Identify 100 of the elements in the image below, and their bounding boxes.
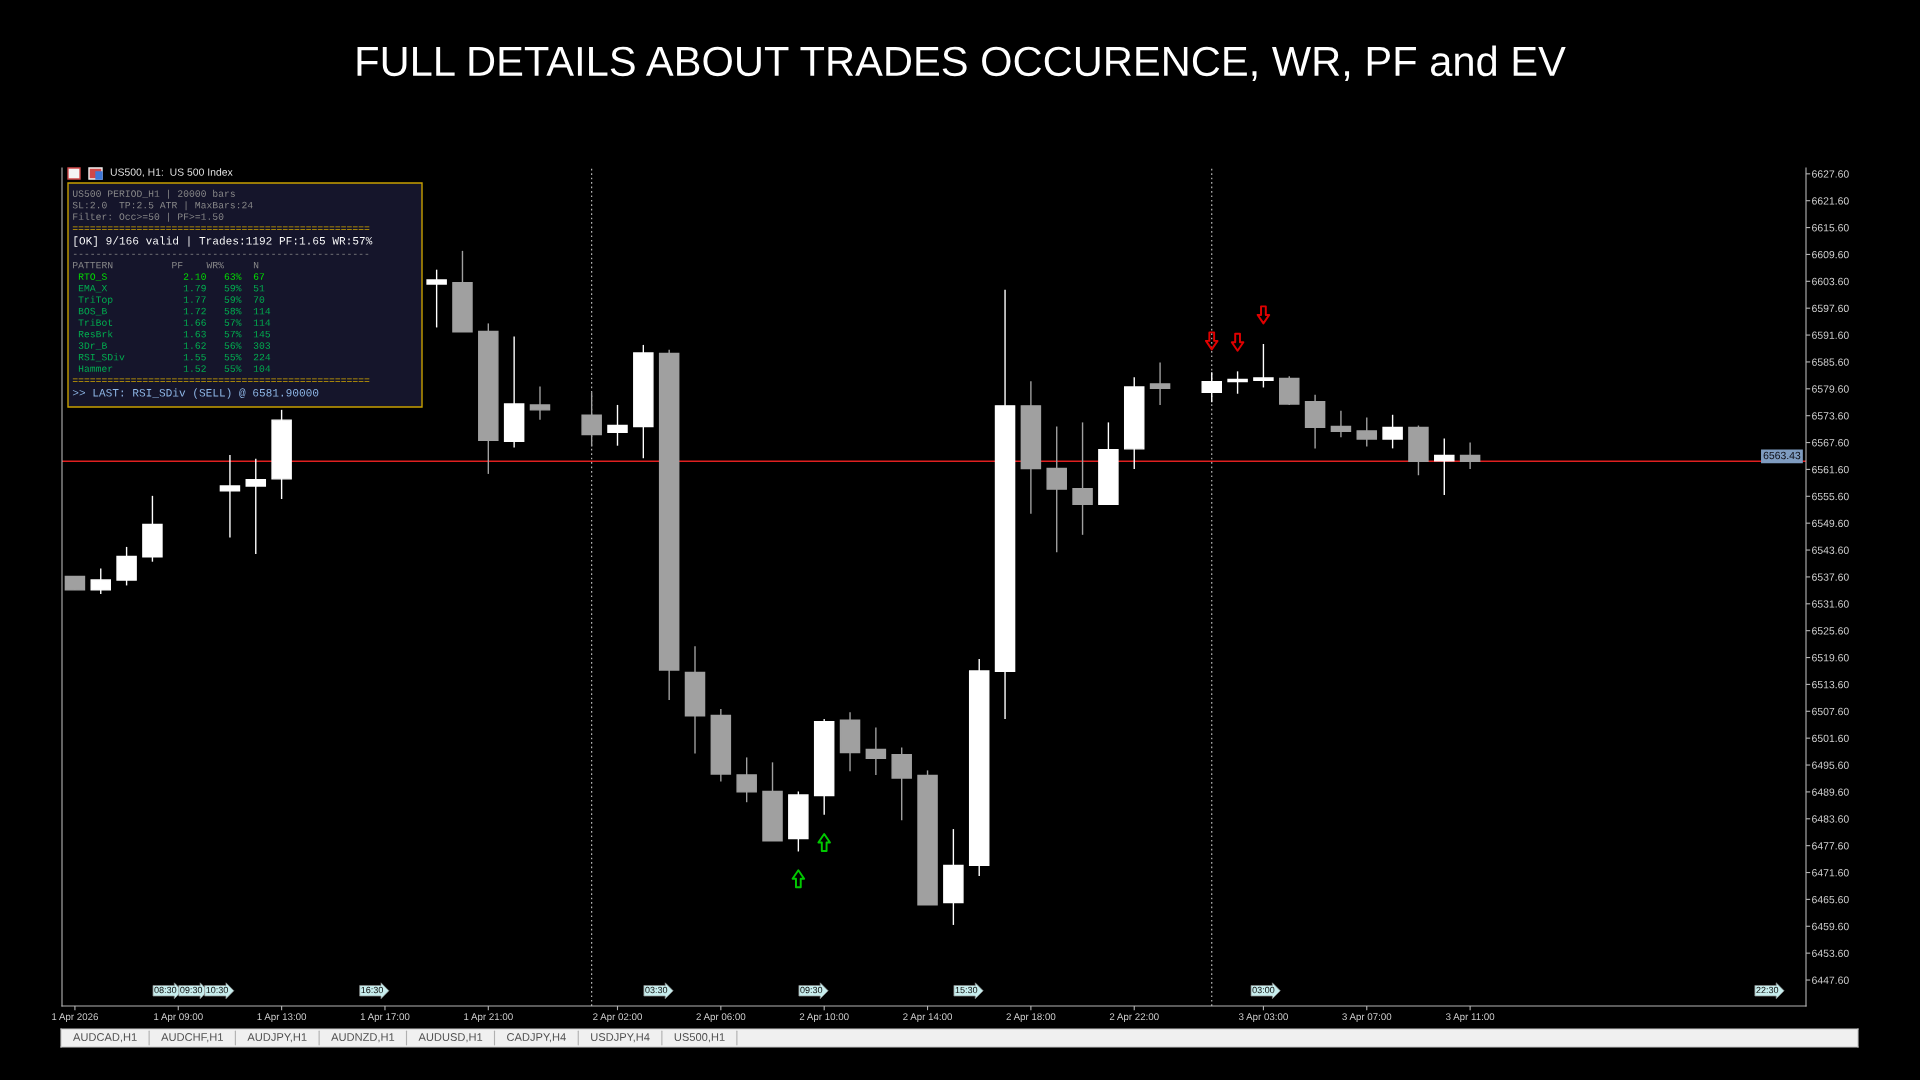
- candlestick: [736, 756, 757, 803]
- y-tick-label: 6525.60: [1812, 627, 1849, 635]
- x2-tick-label: 15:30: [955, 986, 978, 994]
- x-tick-label: 1 Apr 09:00: [154, 1013, 203, 1023]
- y-tick-label: 6597.60: [1812, 304, 1849, 313]
- y-tick-label: 6609.60: [1812, 250, 1849, 259]
- y-tick-label: 6459.60: [1812, 922, 1849, 931]
- x2-tick-label: 09:30: [180, 986, 203, 994]
- text: AUDNZD,H1: [331, 1033, 395, 1043]
- y-tick-label: 6453.60: [1812, 949, 1849, 958]
- annotation: BOS_B 1.72 58% 114: [78, 307, 271, 316]
- candlestick: [865, 726, 887, 776]
- candlestick: [1149, 361, 1171, 406]
- candlestick: [90, 567, 112, 595]
- annotation: ResBrk 1.63 57% 145: [78, 330, 271, 338]
- y-tick-label: 6603.60: [1812, 277, 1849, 286]
- x-tick-label: 1 Apr 17:00: [360, 1013, 410, 1023]
- candlestick: [219, 454, 241, 539]
- candlestick: [891, 746, 912, 821]
- y-tick-label: 6495.60: [1812, 761, 1849, 769]
- x2-tick-label: 03:00: [1252, 986, 1275, 994]
- point: [1204, 331, 1219, 351]
- y-tick-label: 6591.60: [1812, 331, 1849, 339]
- point: [817, 833, 831, 852]
- text: AUDCHF,H1: [161, 1033, 223, 1043]
- y-tick-label: 6543.60: [1812, 546, 1849, 554]
- y-tick-label: 6561.60: [1812, 465, 1849, 474]
- x-tick-label: 3 Apr 07:00: [1342, 1013, 1392, 1023]
- candlestick: [581, 391, 602, 448]
- x2-tick-label: 16:30: [361, 986, 383, 994]
- x2-tick-label: 10:30: [206, 986, 228, 994]
- x-tick-label: 3 Apr 03:00: [1238, 1013, 1288, 1023]
- x-tick-label: 2 Apr 06:00: [696, 1013, 746, 1023]
- annotation: 3Dr_B 1.62 56% 303: [78, 342, 271, 350]
- annotation: US500 PERIOD_H1 | 20000 bars: [72, 189, 235, 199]
- y-tick-label: 6513.60: [1812, 680, 1849, 689]
- x-tick-label: 2 Apr 02:00: [593, 1013, 642, 1023]
- candlestick: [529, 385, 551, 421]
- y-tick-label: 6579.60: [1812, 385, 1849, 393]
- x-tick-label: 2 Apr 22:00: [1109, 1013, 1159, 1023]
- y-tick-label: 6489.60: [1812, 788, 1849, 796]
- chart-title: FULL DETAILS ABOUT TRADES OCCURENCE, WR, PF and EV: [357, 45, 1566, 82]
- candlestick: [1330, 410, 1352, 438]
- annotation: PATTERN PF WR% N: [73, 261, 259, 269]
- x-tick-label: 3 Apr 11:00: [1445, 1013, 1495, 1023]
- y-tick-label: 6549.60: [1812, 519, 1849, 528]
- text: AUDJPY,H1: [247, 1033, 307, 1043]
- y-tick-label: 6627.60: [1812, 170, 1849, 178]
- text: CADJPY,H4: [507, 1033, 566, 1043]
- candlestick: [1382, 414, 1403, 450]
- annotation: ===================================================: [72, 226, 370, 230]
- y-tick-label: 6537.60: [1812, 573, 1849, 581]
- annotation: Hammer 1.52 55% 104: [78, 365, 271, 372]
- x-tick-label: 2 Apr 10:00: [799, 1013, 849, 1023]
- candlestick: [1434, 437, 1455, 496]
- y-tick-label: 6471.60: [1812, 869, 1849, 877]
- x2-tick-label: 03:30: [645, 986, 668, 994]
- ref-line-label: 6563.43: [1763, 451, 1801, 460]
- x-tick-label: 1 Apr 2026: [52, 1013, 99, 1023]
- text: USDJPY,H4: [591, 1033, 650, 1043]
- annotation: TriTop 1.77 59% 70: [78, 295, 265, 305]
- y-tick-label: 6477.60: [1812, 842, 1849, 850]
- candlestick: [1459, 441, 1481, 470]
- chart-subtitle: US500, H1: US 500 Index: [110, 168, 233, 178]
- y-tick-label: 6447.60: [1812, 976, 1849, 984]
- candlestick: [116, 546, 137, 587]
- candlestick: [1356, 416, 1378, 448]
- x-tick-label: 2 Apr 18:00: [1006, 1013, 1056, 1023]
- text: AUDCAD,H1: [73, 1033, 137, 1043]
- annotation: RSI_SDiv 1.55 55% 224: [78, 353, 271, 362]
- x2-tick-label: 08:30: [154, 986, 177, 994]
- candlestick: [426, 268, 447, 329]
- x2-tick-label: 22:30: [1756, 986, 1779, 994]
- y-tick-label: 6483.60: [1812, 815, 1849, 823]
- candlestick: [607, 404, 628, 447]
- annotation: [OK] 9/166 valid | Trades:1192 PF:1.65 WR:57%: [74, 236, 373, 247]
- text: AUDUSD,H1: [418, 1033, 483, 1043]
- point: [791, 869, 806, 889]
- candlestick: [1201, 371, 1223, 403]
- y-tick-label: 6531.60: [1812, 600, 1849, 608]
- annotation: >> LAST: RSI_SDiv (SELL) @ 6581.90000: [72, 388, 319, 399]
- y-tick-label: 6555.60: [1812, 492, 1849, 501]
- annotation: TriBot 1.66 57% 114: [78, 318, 271, 326]
- candlestick: [1046, 425, 1067, 553]
- annotation: RTO_S 2.10 63% 67: [78, 273, 265, 281]
- x2-tick-label: 09:30: [800, 986, 823, 994]
- y-tick-label: 6567.60: [1812, 439, 1849, 447]
- candlestick: [245, 457, 267, 555]
- y-tick-label: 6507.60: [1812, 707, 1849, 716]
- y-tick-label: 6585.60: [1812, 358, 1849, 366]
- point: [1256, 305, 1271, 325]
- annotation: EMA_X 1.79 59% 51: [78, 284, 265, 293]
- y-tick-label: 6519.60: [1812, 654, 1849, 662]
- candlestick: [1072, 421, 1093, 536]
- text: US500,H1: [674, 1033, 725, 1043]
- x-tick-label: 1 Apr 21:00: [464, 1013, 513, 1023]
- x-tick-label: 2 Apr 14:00: [903, 1013, 953, 1023]
- annotation: Filter: Occ>=50 | PF>=1.50: [73, 212, 224, 222]
- x-tick-label: 1 Apr 13:00: [257, 1013, 307, 1023]
- y-tick-label: 6615.60: [1812, 224, 1849, 232]
